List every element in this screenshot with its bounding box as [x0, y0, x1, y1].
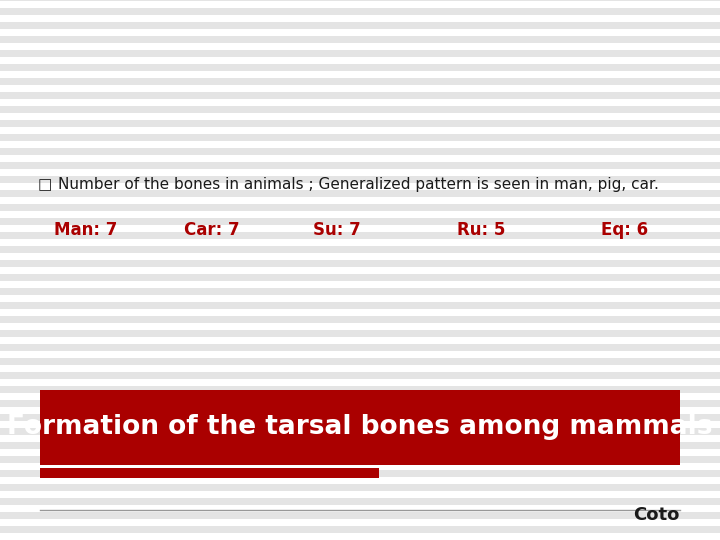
- Bar: [0, 295, 720, 302]
- Text: Eq: 6: Eq: 6: [601, 221, 648, 239]
- Bar: [0, 239, 720, 246]
- Bar: [0, 29, 720, 36]
- Bar: [0, 526, 720, 533]
- Text: Number of the bones in animals ; Generalized pattern is seen in man, pig, car.: Number of the bones in animals ; General…: [58, 178, 659, 192]
- Bar: [0, 442, 720, 449]
- Bar: [0, 225, 720, 232]
- Bar: [0, 183, 720, 190]
- Bar: [0, 190, 720, 197]
- Bar: [0, 428, 720, 435]
- Bar: [0, 519, 720, 526]
- Text: Man: 7: Man: 7: [54, 221, 117, 239]
- Bar: [0, 379, 720, 386]
- Text: Car: 7: Car: 7: [184, 221, 239, 239]
- Text: □: □: [38, 178, 53, 192]
- Bar: [0, 0, 720, 1]
- Bar: [0, 113, 720, 120]
- Bar: [0, 176, 720, 183]
- Bar: [0, 50, 720, 57]
- Bar: [0, 148, 720, 155]
- Bar: [0, 309, 720, 316]
- Bar: [0, 498, 720, 505]
- Bar: [0, 393, 720, 400]
- Bar: [0, 533, 720, 540]
- Bar: [0, 288, 720, 295]
- Bar: [0, 85, 720, 92]
- Bar: [0, 281, 720, 288]
- Bar: [0, 435, 720, 442]
- Bar: [0, 78, 720, 85]
- Bar: [0, 400, 720, 407]
- Bar: [0, 323, 720, 330]
- Text: Coto: Coto: [634, 506, 680, 524]
- Bar: [0, 344, 720, 351]
- Text: Ru: 5: Ru: 5: [457, 221, 505, 239]
- Bar: [0, 211, 720, 218]
- Bar: [0, 449, 720, 456]
- Bar: [0, 316, 720, 323]
- Bar: [0, 421, 720, 428]
- Bar: [0, 407, 720, 414]
- Bar: [0, 36, 720, 43]
- Bar: [0, 162, 720, 169]
- Bar: [0, 134, 720, 141]
- Bar: [0, 43, 720, 50]
- Bar: [0, 197, 720, 204]
- Bar: [0, 260, 720, 267]
- Bar: [0, 302, 720, 309]
- Text: Su: 7: Su: 7: [313, 221, 361, 239]
- Bar: [0, 204, 720, 211]
- Bar: [0, 64, 720, 71]
- Bar: [0, 8, 720, 15]
- Bar: [0, 491, 720, 498]
- Bar: [0, 512, 720, 519]
- Text: Formation of the tarsal bones among mammals: Formation of the tarsal bones among mamm…: [7, 415, 713, 441]
- Bar: [0, 365, 720, 372]
- Bar: [0, 232, 720, 239]
- Bar: [0, 22, 720, 29]
- Bar: [0, 414, 720, 421]
- Bar: [0, 505, 720, 512]
- Bar: [0, 218, 720, 225]
- Bar: [0, 358, 720, 365]
- Bar: [0, 246, 720, 253]
- Bar: [0, 470, 720, 477]
- Bar: [0, 386, 720, 393]
- Bar: [0, 463, 720, 470]
- Bar: [0, 169, 720, 176]
- Bar: [0, 253, 720, 260]
- Bar: [0, 71, 720, 78]
- Bar: [0, 57, 720, 64]
- Bar: [0, 99, 720, 106]
- Bar: [0, 1, 720, 8]
- Bar: [40, 390, 680, 465]
- Bar: [0, 484, 720, 491]
- Bar: [0, 127, 720, 134]
- Bar: [0, 274, 720, 281]
- Bar: [0, 141, 720, 148]
- Bar: [0, 120, 720, 127]
- Bar: [0, 337, 720, 344]
- Bar: [0, 92, 720, 99]
- Bar: [0, 155, 720, 162]
- Bar: [0, 106, 720, 113]
- Bar: [0, 330, 720, 337]
- Bar: [0, 15, 720, 22]
- Bar: [0, 351, 720, 358]
- Bar: [0, 456, 720, 463]
- Bar: [0, 477, 720, 484]
- Bar: [0, 267, 720, 274]
- Bar: [0, 372, 720, 379]
- Bar: [40, 468, 379, 478]
